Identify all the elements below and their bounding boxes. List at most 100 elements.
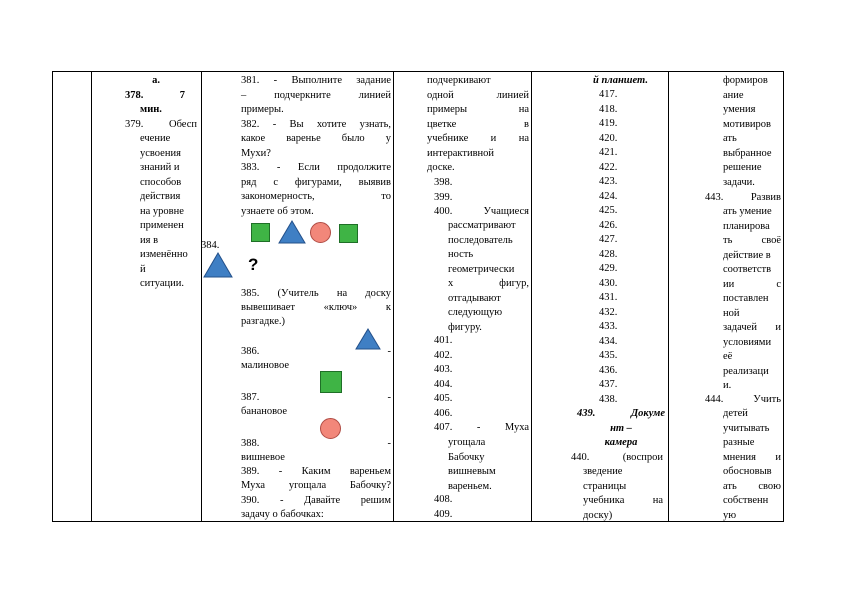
lesson-table: а. 378. 7 мин. 379. Обесп ечение усвоения … <box>52 71 784 522</box>
text-line: следующую <box>448 307 503 318</box>
text-line: одной линией <box>427 89 529 101</box>
item-number: 399. <box>434 191 453 203</box>
blue-triangle-icon <box>355 328 381 350</box>
green-square-icon <box>320 371 342 393</box>
text-line: 443. Развив <box>705 192 781 203</box>
item-number: 418. <box>599 103 618 115</box>
text-line: доску) <box>583 509 613 521</box>
uud-443: 443. Развив <box>705 191 781 206</box>
text-line: 389. - Каким вареньем <box>241 466 391 477</box>
text-line: 390. - Давайте решим <box>241 495 391 506</box>
text-line: задачу о бабочках: <box>241 509 324 520</box>
text-line: на уровне <box>140 205 184 217</box>
blue-triangle-icon <box>278 220 306 244</box>
text-line: отгадывают <box>448 292 501 304</box>
text-line: детей <box>723 408 748 419</box>
text-line: интерактивной <box>427 147 495 159</box>
text-line: 383. - Если продолжите <box>241 162 391 173</box>
item-number: 421. <box>599 147 618 158</box>
item-number: 423. <box>599 176 618 187</box>
text-line: ание <box>723 89 744 101</box>
item-number: 427. <box>599 234 618 245</box>
time-line: 378. 7 <box>125 89 197 104</box>
text-line: вишневое <box>241 452 285 463</box>
text-line: вареньем. <box>448 480 492 492</box>
item-number: 404. <box>434 378 453 390</box>
text-line: нт – <box>610 422 632 434</box>
green-square-icon <box>251 223 270 242</box>
text-line: примеры на <box>427 104 529 115</box>
text-line: ую <box>723 509 737 521</box>
item-number: 408. <box>434 494 453 505</box>
text-line: угощала <box>448 437 486 448</box>
pink-circle-icon <box>320 418 341 439</box>
teacher-column: 381. - Выполните задание – подчеркните л… <box>241 74 391 520</box>
student-column-b: рассматривают последователь ность геомет… <box>448 219 529 335</box>
item-number: 417. <box>599 89 618 100</box>
text-line: ной <box>723 307 740 319</box>
item-number: 435. <box>599 350 618 361</box>
text: - <box>387 438 392 449</box>
text-line: 440. (воспрои <box>571 452 663 463</box>
text-line: малиновое <box>241 360 289 371</box>
text-line: формиров <box>723 75 768 86</box>
item-number: 436. <box>599 364 618 376</box>
text: - <box>387 392 392 403</box>
text-line: изменённо <box>140 249 188 260</box>
student-column-c: угощала Бабочку вишневым вареньем. <box>448 436 529 494</box>
student-column-numbers-3: 408. 409. <box>434 493 529 522</box>
column-divider <box>91 72 92 521</box>
text-line: ечение <box>140 133 171 144</box>
item-number: 401. <box>434 335 453 346</box>
doc-camera-heading: 439. Докуме <box>577 408 665 419</box>
column-divider <box>201 72 202 521</box>
text-line: разгадке.) <box>241 316 285 327</box>
item-number: 386. <box>241 346 260 357</box>
text-line: мнения и <box>723 451 781 463</box>
item-number: 438. <box>599 393 618 405</box>
text-line: геометрически <box>448 263 515 275</box>
text-line: ность <box>448 249 474 260</box>
question-mark: ? <box>248 255 259 274</box>
text-line: решение <box>723 162 762 173</box>
text-line: вывешивает «ключ» к <box>241 302 391 313</box>
item-number: 433. <box>599 321 618 332</box>
text-line: 382. - Вы хотите узнать, <box>241 118 391 130</box>
text-line: страницы <box>583 480 627 492</box>
item-number: 405. <box>434 393 453 404</box>
text-line: закономерность, то <box>241 191 391 202</box>
column-divider <box>531 72 532 521</box>
column-divider <box>668 72 669 521</box>
text-line: ть своё <box>723 235 781 246</box>
text-line: ия в <box>140 234 159 246</box>
text-line: 381. - Выполните задание <box>241 75 391 86</box>
tools-column-440: 440. (воспрои <box>571 451 663 466</box>
item-number: 425. <box>599 205 618 216</box>
student-column-numbers: 398. 399. 400. Учащиеся <box>434 176 529 220</box>
text-line: а. <box>152 75 160 86</box>
tools-column-title: й планшет. <box>593 74 648 89</box>
text-line: банановое <box>241 406 288 417</box>
item-number: 419. <box>599 118 618 129</box>
tools-column-doc-camera: 439. Докуме нт – камера <box>577 407 665 451</box>
tools-column-e: зведение страницы учебника на доску) <box>583 465 663 523</box>
text-line: й <box>140 263 146 275</box>
text-line: Бабочку <box>448 451 485 463</box>
text-line: собственн <box>723 495 769 506</box>
text-line: соответств <box>723 264 772 275</box>
text-line: й планшет. <box>593 75 648 86</box>
text-line: действие в <box>723 249 771 261</box>
text-line: поставлен <box>723 293 769 304</box>
text-line: планирова <box>723 220 770 232</box>
uud-column: формиров ание умения мотивиров ать выбра… <box>723 74 781 190</box>
text-line: ряд с фигурами, выявив <box>241 176 391 188</box>
text-line: 385. (Учитель на доску <box>241 288 391 299</box>
item-number: 431. <box>599 292 618 303</box>
text-line: и. <box>723 380 732 391</box>
uud-444: 444. Учить <box>705 393 781 408</box>
goals-column: а. 378. 7 мин. 379. Обесп ечение усвоения … <box>125 74 197 292</box>
item-number: 388. <box>241 438 260 449</box>
pink-circle-icon <box>310 222 331 243</box>
text-line: ситуации. <box>140 278 184 289</box>
text-line: вишневым <box>448 466 496 477</box>
